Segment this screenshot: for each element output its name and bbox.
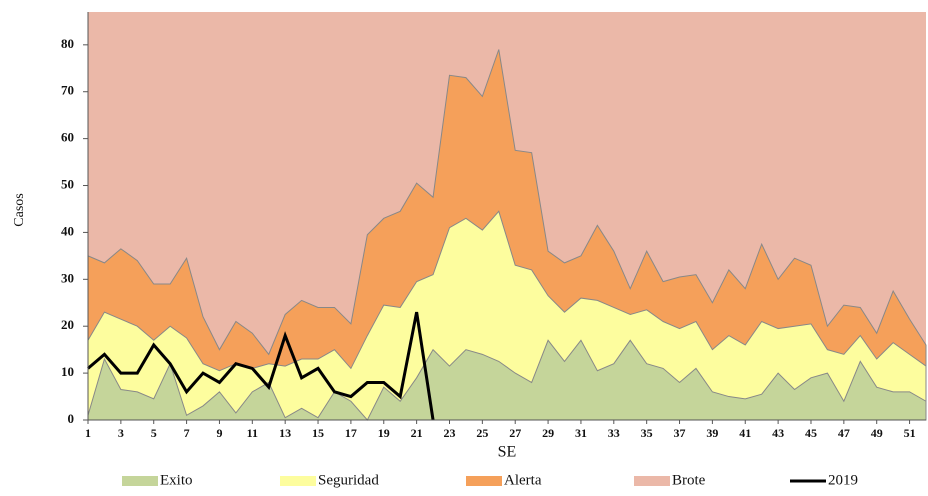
x-tick-label: 21 — [411, 426, 423, 440]
area — [87, 339, 927, 421]
x-tick-label: 13 — [279, 426, 291, 440]
x-tick-label: 43 — [772, 426, 784, 440]
x-tick-label: 23 — [443, 426, 455, 440]
legend-label: 2019 — [828, 472, 858, 488]
x-axis-label: SE — [498, 444, 517, 461]
y-tick-label: 40 — [61, 223, 74, 238]
legend-label: Seguridad — [318, 472, 379, 488]
legend-swatch — [466, 476, 502, 486]
legend-swatch — [634, 476, 670, 486]
x-tick-label: 9 — [216, 426, 222, 440]
x-tick-label: 17 — [345, 426, 357, 440]
y-tick-label: 10 — [61, 364, 74, 379]
y-tick-label: 70 — [61, 83, 74, 98]
legend-swatch — [122, 476, 158, 486]
x-tick-label: 47 — [838, 426, 850, 440]
legend-label: Exito — [160, 472, 193, 488]
line — [87, 311, 435, 421]
legend-label: Brote — [672, 472, 706, 488]
y-tick-label: 20 — [61, 317, 74, 332]
x-tick-label: 39 — [706, 426, 718, 440]
x-tick-label: 3 — [118, 426, 124, 440]
x-tick-label: 41 — [739, 426, 751, 440]
legend-label: Alerta — [504, 472, 542, 488]
x-tick-label: 1 — [85, 426, 91, 440]
x-tick-label: 45 — [805, 426, 817, 440]
y-tick-label: 0 — [68, 411, 75, 426]
y-tick-label: 80 — [61, 36, 74, 51]
y-tick-label: 50 — [61, 177, 74, 192]
x-tick-label: 15 — [312, 426, 324, 440]
x-tick-label: 37 — [674, 426, 686, 440]
x-tick-label: 19 — [378, 426, 390, 440]
x-tick-label: 25 — [476, 426, 488, 440]
area — [87, 49, 927, 421]
x-tick-label: 33 — [608, 426, 620, 440]
x-tick-label: 49 — [871, 426, 883, 440]
x-tick-label: 51 — [904, 426, 916, 440]
x-tick-label: 27 — [509, 426, 521, 440]
legend-swatch — [280, 476, 316, 486]
x-tick-label: 11 — [247, 426, 258, 440]
y-tick-label: 60 — [61, 130, 74, 145]
y-axis-label: Casos — [12, 193, 27, 226]
x-tick-label: 31 — [575, 426, 587, 440]
x-tick-label: 7 — [184, 426, 190, 440]
x-tick-label: 35 — [641, 426, 653, 440]
x-tick-label: 29 — [542, 426, 554, 440]
x-tick-label: 5 — [151, 426, 157, 440]
y-tick-label: 30 — [61, 270, 74, 285]
